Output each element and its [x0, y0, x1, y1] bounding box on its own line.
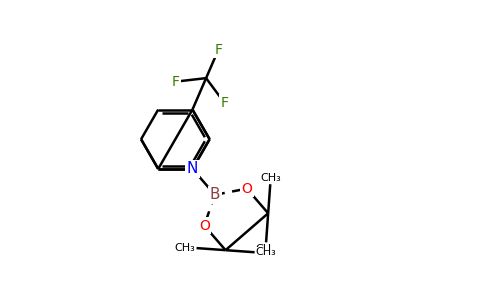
- Text: CH₃: CH₃: [256, 247, 276, 257]
- Text: O: O: [242, 182, 252, 196]
- Text: CH₃: CH₃: [260, 173, 281, 183]
- Text: N: N: [187, 161, 198, 176]
- Text: CH₃: CH₃: [256, 244, 276, 254]
- Text: CH₃: CH₃: [175, 243, 195, 253]
- Text: O: O: [199, 219, 210, 232]
- Text: F: F: [221, 96, 228, 110]
- Text: F: F: [214, 43, 222, 57]
- Text: B: B: [210, 187, 220, 202]
- Text: F: F: [171, 75, 180, 89]
